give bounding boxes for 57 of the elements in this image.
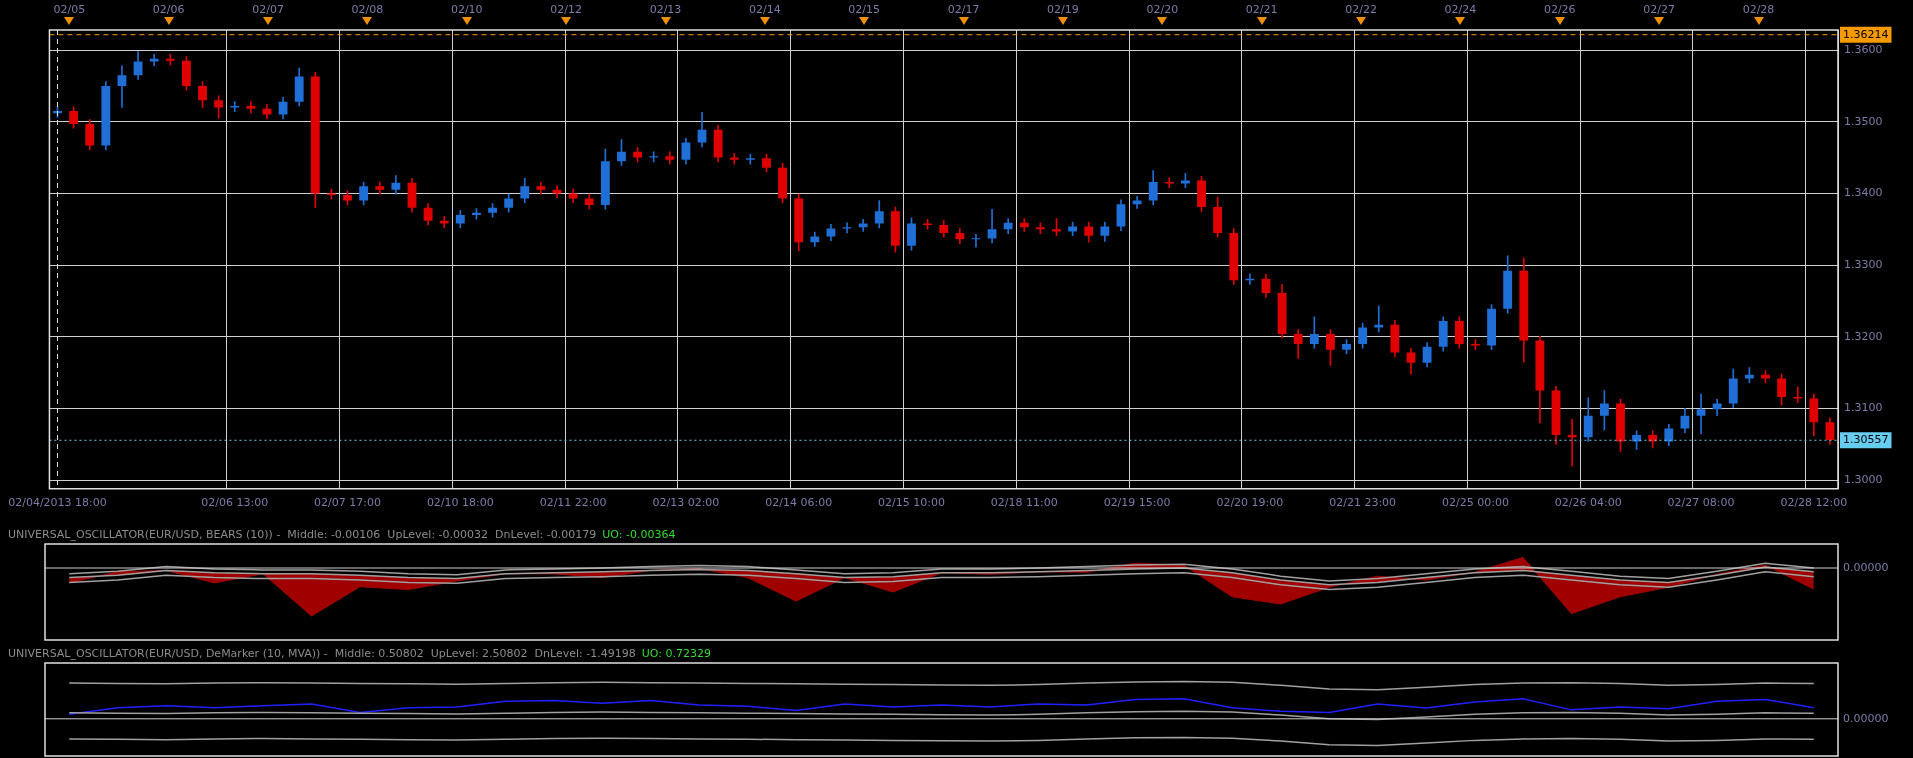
x-tick-label: 02/18 11:00 xyxy=(990,496,1058,510)
y-tick-label: 1.3600 xyxy=(1844,42,1883,56)
chart-title: UNIVERSAL_OSCILLATOR(EUR/USD, DeMarker (10, MVA)) - Middle: 0.50802 UpLevel: 2.50802 DnLevel: -1.49198 xyxy=(8,647,636,660)
candlestick xyxy=(1696,393,1706,434)
text: 02/15 xyxy=(848,3,881,16)
text: 02/22 xyxy=(1345,3,1377,16)
text: 02/14 xyxy=(749,3,781,16)
ref-line-label: 1.30557 xyxy=(1843,433,1889,447)
candlestick xyxy=(439,216,449,229)
candlestick xyxy=(1374,305,1384,333)
x-tick-label: 02/20 19:00 xyxy=(1216,496,1284,510)
x-tick-label: 02/07 17:00 xyxy=(314,496,381,510)
candlestick xyxy=(149,54,159,67)
text: 02/26 xyxy=(1543,3,1576,16)
y-tick-label: 1.3200 xyxy=(1844,329,1883,343)
text: 02/21 xyxy=(1245,3,1278,16)
candlestick xyxy=(165,54,175,66)
ref-line-label: 0.00000 xyxy=(1843,560,1889,574)
x-tick-label: 02/04/2013 18:00 xyxy=(8,496,107,510)
text: 02/20 xyxy=(1146,3,1179,16)
text: 02/08 xyxy=(351,3,384,16)
candlestick xyxy=(246,101,256,114)
chart-title: UNIVERSAL_OSCILLATOR(EUR/USD, BEARS (10)) - Middle: -0.00106 UpLevel: -0.00032 DnLevel: -0.00179 xyxy=(8,528,597,541)
text: 02/27 xyxy=(1643,3,1675,16)
y-tick-label: 1.3400 xyxy=(1844,186,1883,200)
x-tick-label: 02/14 06:00 xyxy=(765,496,833,510)
y-tick-label: 1.3300 xyxy=(1844,257,1883,271)
text: 02/13 xyxy=(649,3,682,16)
text: 02/12 xyxy=(550,3,582,16)
text: 02/05 xyxy=(53,3,86,16)
x-tick-label: 02/28 12:00 xyxy=(1780,496,1848,510)
x-tick-label: 02/15 10:00 xyxy=(878,496,945,510)
x-tick-label: 02/13 02:00 xyxy=(652,496,720,510)
x-tick-label: 02/10 18:00 xyxy=(426,496,494,510)
x-tick-label: 02/21 23:00 xyxy=(1329,496,1397,510)
x-tick-label: 02/11 22:00 xyxy=(539,496,607,510)
text: 02/28 xyxy=(1742,3,1775,16)
text: 02/06 xyxy=(152,3,185,16)
y-tick-label: 1.3000 xyxy=(1844,473,1883,487)
ref-line-label: 0.00000 xyxy=(1843,711,1889,725)
text: 02/17 xyxy=(947,3,980,16)
chart-subtitle: UO: 0.72329 xyxy=(641,647,711,660)
x-tick-label: 02/25 00:00 xyxy=(1442,496,1509,510)
text: 02/19 xyxy=(1047,3,1079,16)
text: 02/24 xyxy=(1444,3,1477,16)
x-tick-label: 02/06 13:00 xyxy=(201,496,269,510)
ref-line-label: 1.36214 xyxy=(1843,27,1889,41)
text: 02/10 xyxy=(450,3,483,16)
candlestick xyxy=(1567,418,1577,467)
text: 02/07 xyxy=(252,3,284,16)
x-tick-label: 02/27 08:00 xyxy=(1667,496,1735,510)
x-tick-label: 02/26 04:00 xyxy=(1554,496,1622,510)
y-tick-label: 1.3500 xyxy=(1844,114,1883,128)
x-tick-label: 02/19 15:00 xyxy=(1103,496,1171,510)
candlestick xyxy=(729,152,739,165)
y-tick-label: 1.3100 xyxy=(1844,401,1883,415)
chart-subtitle: UO: -0.00364 xyxy=(602,528,676,541)
